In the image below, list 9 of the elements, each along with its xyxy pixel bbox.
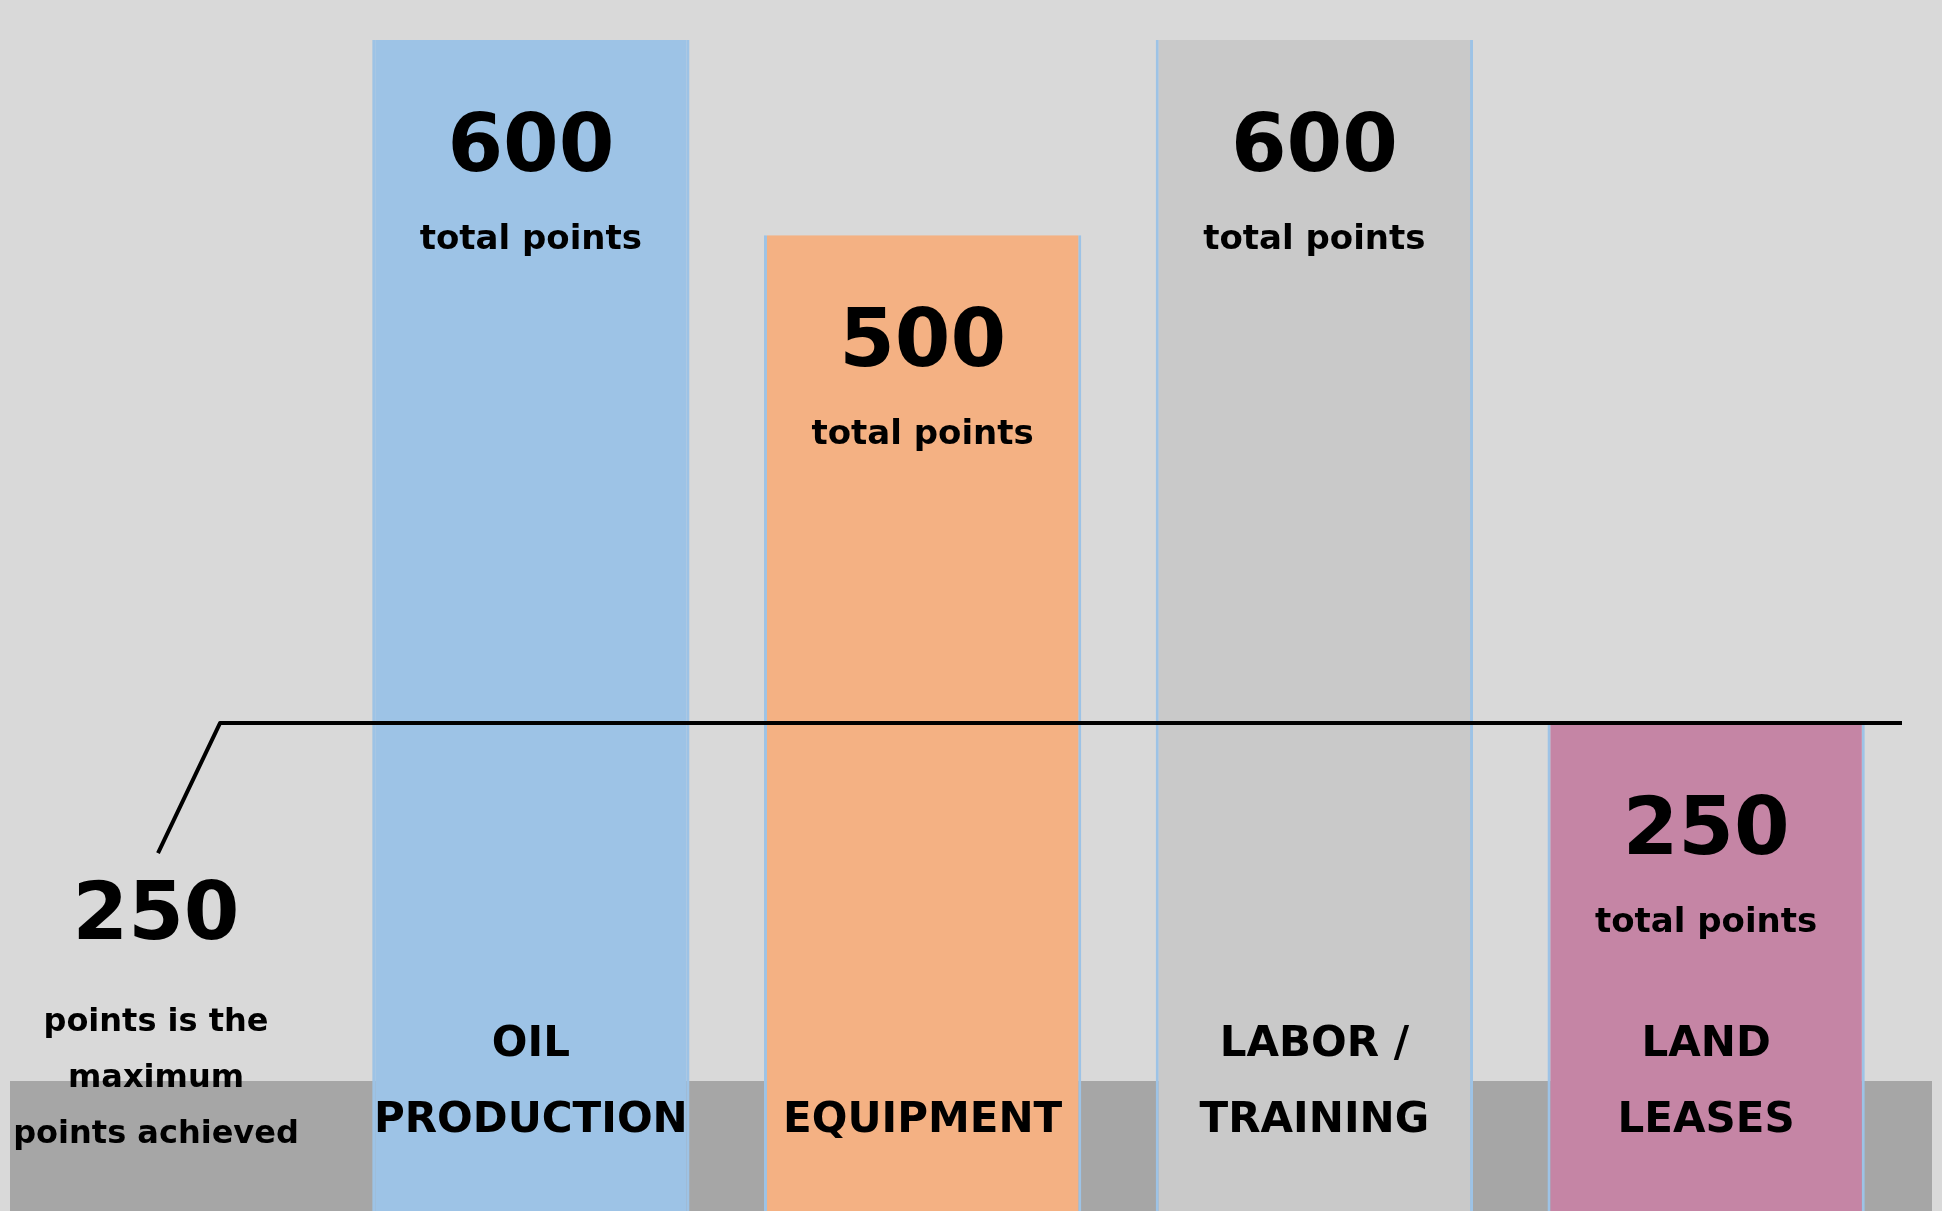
data-label: 600 total points (1203, 96, 1426, 257)
x-tick-label: LABOR / TRAINING (1199, 1016, 1430, 1142)
ref-line-label: 250 points is the maximum points achieved (13, 864, 299, 1152)
x-tick-label: LAND LEASES (1617, 1016, 1795, 1142)
data-label: 600 total points (419, 96, 643, 257)
data-label: 500 total points (811, 291, 1034, 452)
data-label: 250 total points (1594, 779, 1818, 940)
x-tick-label: EQUIPMENT (783, 1092, 1063, 1142)
x-tick-label: OIL PRODUCTION (374, 1016, 688, 1142)
